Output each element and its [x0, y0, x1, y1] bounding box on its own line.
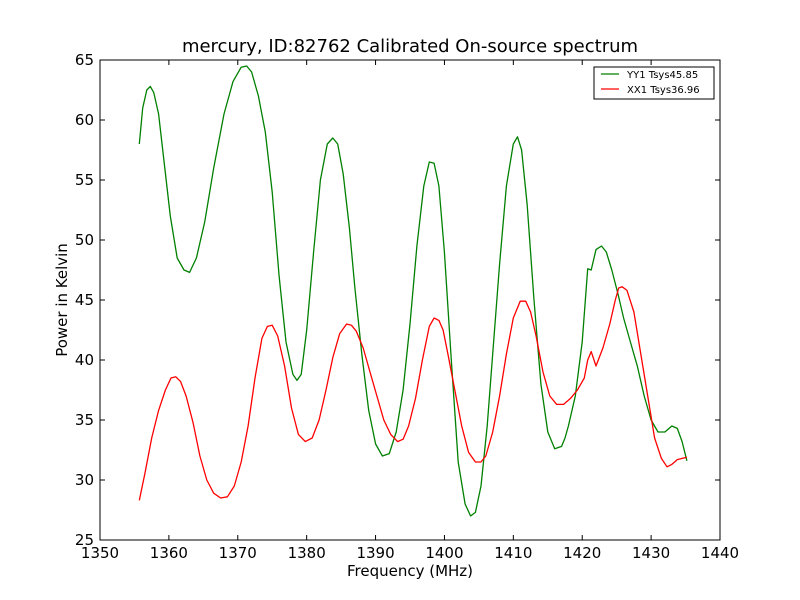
- legend-box: [593, 66, 715, 100]
- x-tick-label: 1380: [288, 544, 326, 562]
- y-tick-label: 40: [75, 351, 94, 369]
- x-tick-label: 1360: [150, 544, 188, 562]
- x-tick-label: 1400: [425, 544, 463, 562]
- ticks-layer: 1350 1360 1370 1380 1390 1400 1410 1420 1430 1440…: [75, 51, 739, 562]
- x-tick-label: 1390: [356, 544, 394, 562]
- series-layer: [138, 65, 688, 517]
- y-tick-label: 35: [75, 411, 94, 429]
- x-tick-label: 1430: [632, 544, 670, 562]
- y-tick-label: 30: [75, 471, 94, 489]
- x-tick-label: 1440: [701, 544, 739, 562]
- legend: YY1 Tsys45.85 XX1 Tsys36.96: [593, 66, 715, 100]
- chart-title: mercury, ID:82762 Calibrated On-source s…: [182, 36, 638, 57]
- x-axis-label: Frequency (MHz): [347, 562, 473, 580]
- x-tick-label: 1420: [563, 544, 601, 562]
- y-axis-label: Power in Kelvin: [53, 243, 71, 357]
- y-tick-label: 50: [75, 231, 94, 249]
- series-line-yy1: [138, 65, 688, 517]
- y-tick-label: 55: [75, 171, 94, 189]
- y-tick-label: 60: [75, 111, 94, 129]
- y-tick-label: 45: [75, 291, 94, 309]
- legend-label-yy1: YY1 Tsys45.85: [626, 70, 698, 81]
- x-tick-label: 1410: [494, 544, 532, 562]
- legend-label-xx1: XX1 Tsys36.96: [627, 85, 700, 96]
- y-tick-label: 65: [75, 51, 94, 69]
- series-line-xx1: [138, 286, 688, 501]
- x-tick-label: 1370: [219, 544, 257, 562]
- y-tick-label: 25: [75, 531, 94, 549]
- x-tick-label: 1350: [81, 544, 119, 562]
